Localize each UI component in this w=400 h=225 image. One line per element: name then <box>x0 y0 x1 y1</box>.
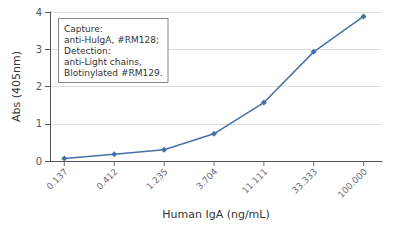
svg-text:Human IgA (ng/mL): Human IgA (ng/mL) <box>162 208 270 221</box>
svg-text:Abs (405nm): Abs (405nm) <box>10 51 23 122</box>
svg-text:0: 0 <box>36 156 42 167</box>
svg-text:3: 3 <box>36 44 42 55</box>
svg-text:3.704: 3.704 <box>194 166 219 191</box>
svg-text:4: 4 <box>36 7 42 18</box>
svg-text:100.000: 100.000 <box>336 166 370 200</box>
svg-text:2: 2 <box>36 81 42 92</box>
svg-text:1.235: 1.235 <box>144 166 169 191</box>
svg-text:11.111: 11.111 <box>240 166 269 195</box>
svg-text:anti-Light chains,: anti-Light chains, <box>64 57 142 67</box>
svg-text:1: 1 <box>36 118 42 129</box>
svg-text:0.412: 0.412 <box>95 166 120 191</box>
svg-text:33.333: 33.333 <box>290 166 319 195</box>
svg-text:0.137: 0.137 <box>45 166 70 191</box>
svg-text:Blotinylated #RM129.: Blotinylated #RM129. <box>64 68 163 78</box>
svg-text:anti-HuIgA, #RM128;: anti-HuIgA, #RM128; <box>64 35 159 45</box>
svg-text:Detection:: Detection: <box>64 46 111 56</box>
svg-text:Capture:: Capture: <box>64 24 103 34</box>
